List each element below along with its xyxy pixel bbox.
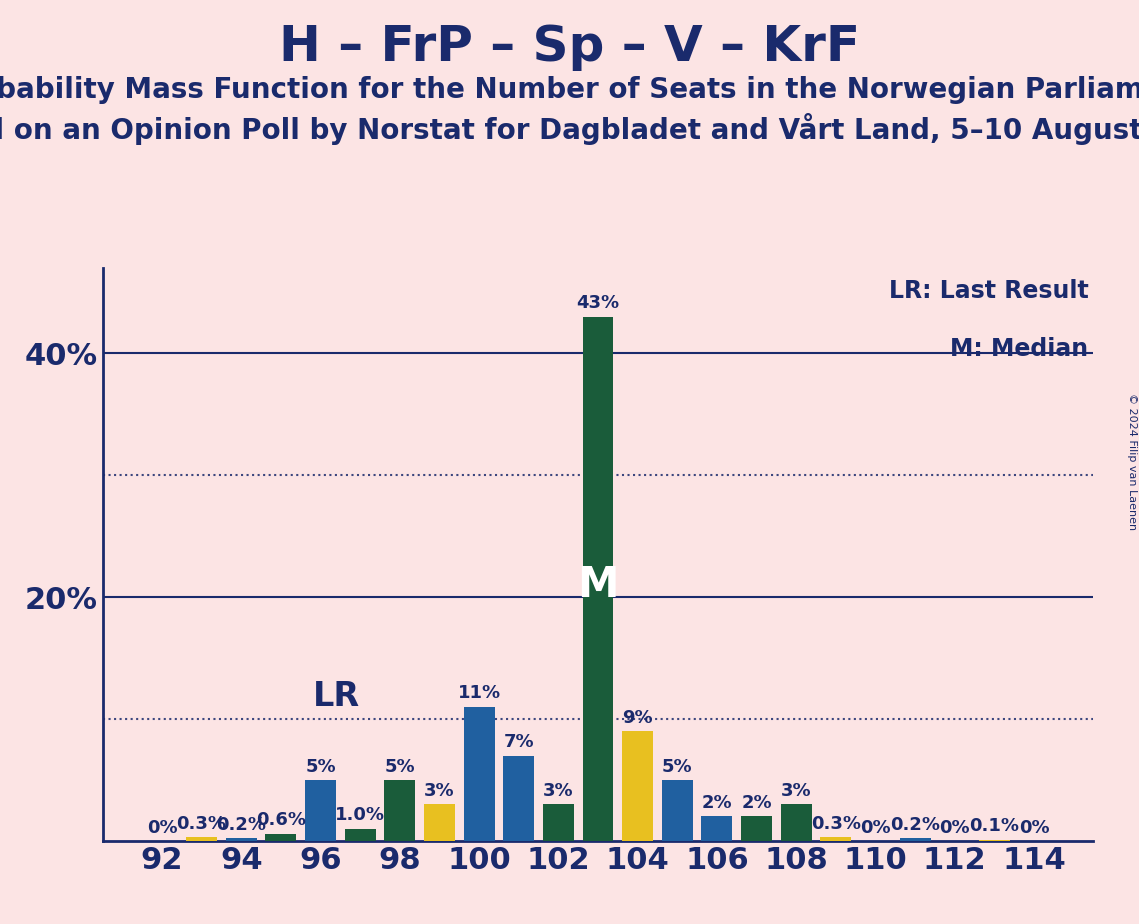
Text: Based on an Opinion Poll by Norstat for Dagbladet and Vårt Land, 5–10 August 202: Based on an Opinion Poll by Norstat for … <box>0 113 1139 145</box>
Text: 2%: 2% <box>702 795 732 812</box>
Text: LR: Last Result: LR: Last Result <box>888 279 1089 303</box>
Text: 3%: 3% <box>781 782 811 800</box>
Bar <box>543 804 574 841</box>
Text: 5%: 5% <box>662 758 693 775</box>
Text: 0.2%: 0.2% <box>890 816 940 834</box>
Text: 11%: 11% <box>458 685 501 702</box>
Bar <box>305 780 336 841</box>
Bar <box>702 817 732 841</box>
Text: 0%: 0% <box>940 819 970 836</box>
Text: 2%: 2% <box>741 795 772 812</box>
Text: 0.2%: 0.2% <box>216 816 267 834</box>
Bar <box>464 707 494 841</box>
Text: 0.6%: 0.6% <box>256 811 306 829</box>
Bar <box>900 838 931 841</box>
Bar <box>424 804 454 841</box>
Bar <box>384 780 416 841</box>
Bar <box>622 731 653 841</box>
Text: Probability Mass Function for the Number of Seats in the Norwegian Parliament: Probability Mass Function for the Number… <box>0 76 1139 103</box>
Text: M: M <box>577 564 618 606</box>
Bar <box>662 780 693 841</box>
Text: 43%: 43% <box>576 295 620 312</box>
Text: 5%: 5% <box>305 758 336 775</box>
Text: M: Median: M: Median <box>950 336 1089 360</box>
Bar <box>582 317 614 841</box>
Text: 0.3%: 0.3% <box>811 815 861 833</box>
Text: © 2024 Filip van Laenen: © 2024 Filip van Laenen <box>1126 394 1137 530</box>
Text: 3%: 3% <box>424 782 454 800</box>
Bar <box>820 837 851 841</box>
Bar <box>345 829 376 841</box>
Bar <box>741 817 772 841</box>
Text: 9%: 9% <box>622 709 653 727</box>
Bar <box>265 833 296 841</box>
Text: 0%: 0% <box>1018 819 1049 836</box>
Bar <box>978 840 1010 841</box>
Text: 0%: 0% <box>860 819 891 836</box>
Text: 0.3%: 0.3% <box>177 815 227 833</box>
Text: 0.1%: 0.1% <box>969 818 1019 835</box>
Bar <box>780 804 812 841</box>
Text: LR: LR <box>313 680 360 712</box>
Text: 1.0%: 1.0% <box>335 807 385 824</box>
Bar <box>226 838 256 841</box>
Text: 0%: 0% <box>147 819 178 836</box>
Bar <box>503 756 534 841</box>
Text: 7%: 7% <box>503 734 534 751</box>
Bar <box>186 837 218 841</box>
Text: 5%: 5% <box>385 758 415 775</box>
Text: 3%: 3% <box>543 782 574 800</box>
Text: H – FrP – Sp – V – KrF: H – FrP – Sp – V – KrF <box>279 23 860 71</box>
